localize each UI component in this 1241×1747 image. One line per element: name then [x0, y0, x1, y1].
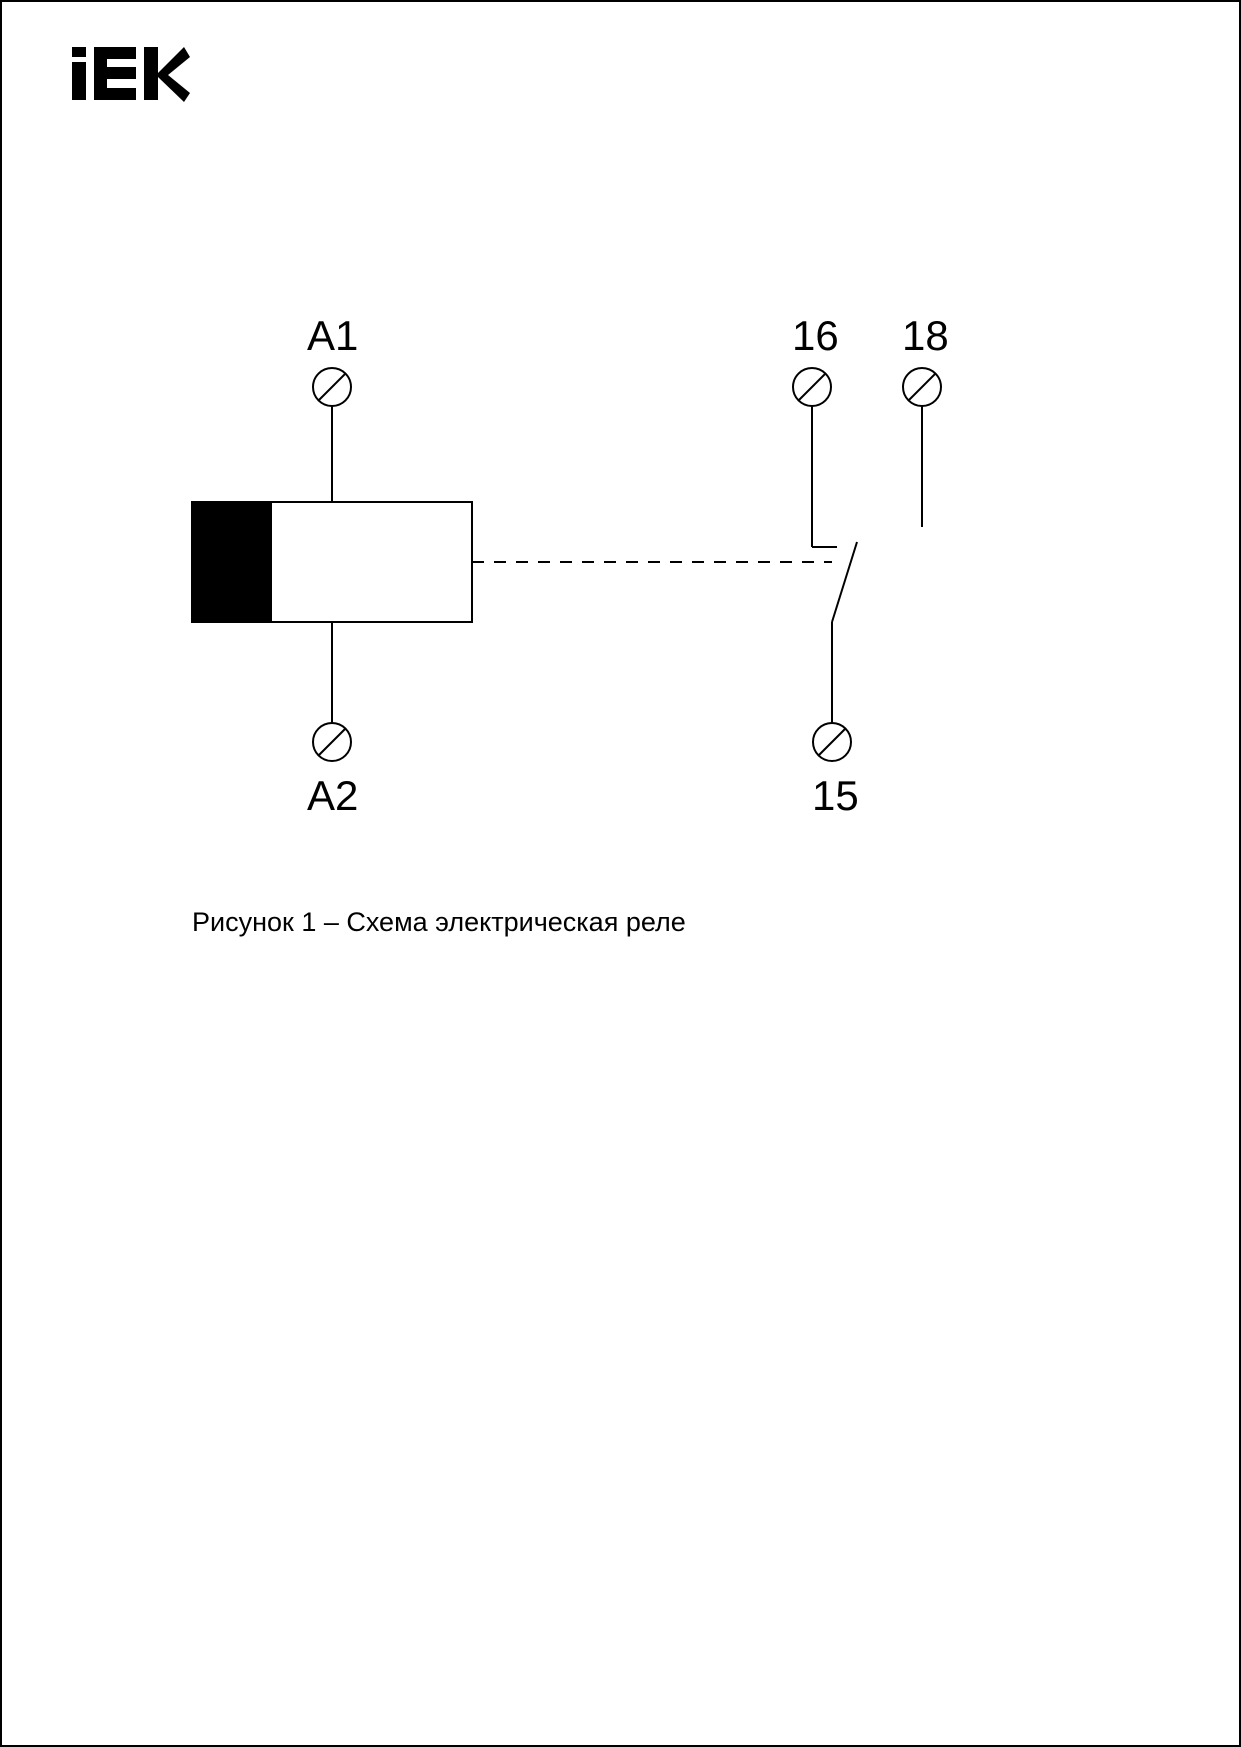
relay-schematic	[2, 2, 1241, 1002]
label-a1: A1	[307, 312, 358, 360]
terminal-15	[813, 723, 851, 761]
label-18: 18	[902, 312, 949, 360]
page-frame: A1 A2 16 18 15 Рисунок 1 – Схема электри…	[0, 0, 1241, 1747]
label-a2: A2	[307, 772, 358, 820]
terminal-16	[793, 368, 831, 406]
relay-box-fill	[192, 502, 272, 622]
terminal-a2	[313, 723, 351, 761]
figure-caption: Рисунок 1 – Схема электрическая реле	[192, 907, 686, 938]
switch-arm	[832, 542, 857, 622]
terminal-18	[903, 368, 941, 406]
terminal-a1	[313, 368, 351, 406]
label-15: 15	[812, 772, 859, 820]
label-16: 16	[792, 312, 839, 360]
